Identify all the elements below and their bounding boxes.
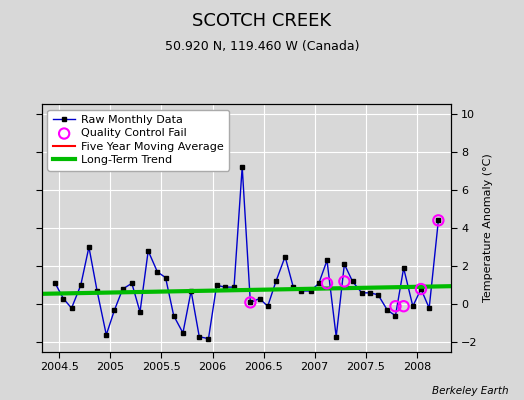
Raw Monthly Data xyxy=(375,292,381,297)
Raw Monthly Data xyxy=(324,258,330,263)
Raw Monthly Data xyxy=(426,306,432,310)
Text: Berkeley Earth: Berkeley Earth xyxy=(432,386,508,396)
Raw Monthly Data xyxy=(145,248,151,253)
Raw Monthly Data xyxy=(247,300,254,305)
Raw Monthly Data xyxy=(256,296,263,301)
Quality Control Fail xyxy=(399,303,408,310)
Raw Monthly Data xyxy=(60,296,67,301)
Raw Monthly Data xyxy=(341,262,347,267)
Text: 50.920 N, 119.460 W (Canada): 50.920 N, 119.460 W (Canada) xyxy=(165,40,359,53)
Raw Monthly Data xyxy=(333,334,340,339)
Raw Monthly Data xyxy=(162,275,169,280)
Quality Control Fail xyxy=(417,286,425,292)
Quality Control Fail xyxy=(391,303,400,310)
Raw Monthly Data xyxy=(273,279,279,284)
Y-axis label: Temperature Anomaly (°C): Temperature Anomaly (°C) xyxy=(483,154,493,302)
Raw Monthly Data xyxy=(86,245,92,250)
Quality Control Fail xyxy=(340,278,348,285)
Raw Monthly Data xyxy=(111,308,117,312)
Raw Monthly Data xyxy=(119,287,126,292)
Raw Monthly Data xyxy=(315,281,322,286)
Raw Monthly Data xyxy=(282,254,288,259)
Text: SCOTCH CREEK: SCOTCH CREEK xyxy=(192,12,332,30)
Raw Monthly Data xyxy=(400,266,407,270)
Raw Monthly Data xyxy=(94,288,100,293)
Raw Monthly Data xyxy=(154,270,160,274)
Raw Monthly Data xyxy=(69,306,75,310)
Quality Control Fail xyxy=(246,299,255,306)
Raw Monthly Data xyxy=(188,288,194,293)
Raw Monthly Data xyxy=(78,283,84,288)
Raw Monthly Data xyxy=(290,285,297,290)
Raw Monthly Data xyxy=(171,313,177,318)
Legend: Raw Monthly Data, Quality Control Fail, Five Year Moving Average, Long-Term Tren: Raw Monthly Data, Quality Control Fail, … xyxy=(48,110,229,171)
Raw Monthly Data xyxy=(196,334,202,339)
Raw Monthly Data xyxy=(222,285,228,290)
Quality Control Fail xyxy=(323,280,331,286)
Raw Monthly Data xyxy=(367,290,373,295)
Raw Monthly Data xyxy=(435,218,442,223)
Raw Monthly Data xyxy=(358,290,365,295)
Raw Monthly Data xyxy=(392,313,399,318)
Raw Monthly Data xyxy=(213,283,220,288)
Raw Monthly Data xyxy=(418,287,424,292)
Raw Monthly Data xyxy=(265,304,271,309)
Raw Monthly Data xyxy=(350,279,356,284)
Raw Monthly Data xyxy=(239,164,245,169)
Raw Monthly Data xyxy=(137,310,143,314)
Raw Monthly Data xyxy=(180,330,186,335)
Line: Raw Monthly Data: Raw Monthly Data xyxy=(53,165,440,340)
Raw Monthly Data xyxy=(52,281,58,286)
Raw Monthly Data xyxy=(129,281,135,286)
Raw Monthly Data xyxy=(205,336,212,341)
Raw Monthly Data xyxy=(384,308,390,312)
Raw Monthly Data xyxy=(103,332,110,337)
Raw Monthly Data xyxy=(298,288,304,293)
Raw Monthly Data xyxy=(308,288,314,293)
Raw Monthly Data xyxy=(231,285,237,290)
Raw Monthly Data xyxy=(410,304,416,309)
Quality Control Fail xyxy=(434,217,443,224)
